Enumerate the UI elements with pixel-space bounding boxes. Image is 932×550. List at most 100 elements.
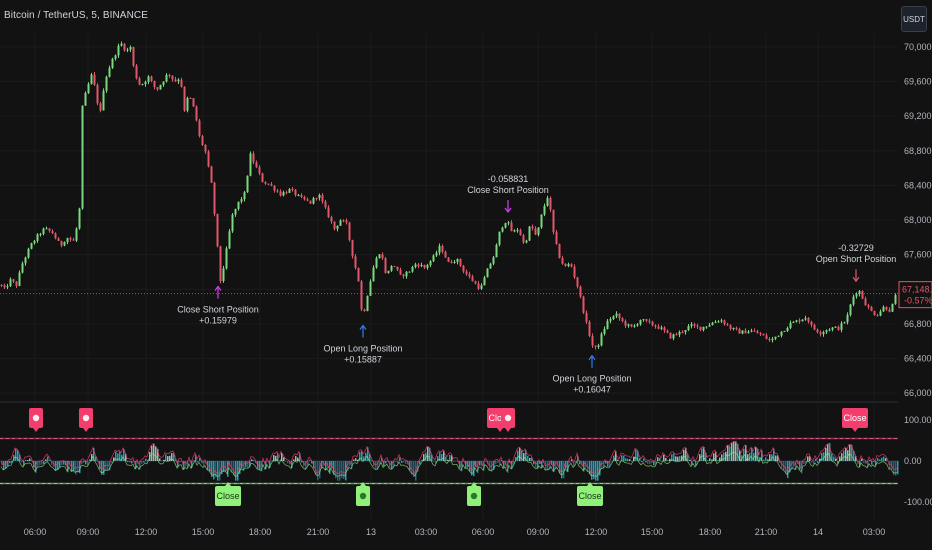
candle-body xyxy=(162,81,165,85)
osc-bar xyxy=(629,459,631,461)
osc-bar xyxy=(817,461,819,463)
osc-bar xyxy=(51,461,53,465)
candle-body xyxy=(444,251,447,258)
osc-bar xyxy=(463,461,465,462)
osc-bar xyxy=(47,456,49,461)
candle-body xyxy=(714,322,717,324)
candle-body xyxy=(780,331,783,336)
time-tick-label: 09:00 xyxy=(527,527,550,537)
osc-bar xyxy=(809,456,811,461)
osc-bar xyxy=(143,461,145,463)
candle-body xyxy=(396,266,399,270)
candle-body xyxy=(135,65,138,79)
candle-body xyxy=(678,331,681,335)
osc-bar xyxy=(301,461,303,463)
osc-bar xyxy=(651,461,653,464)
candle-body xyxy=(99,103,102,111)
tag-pointer xyxy=(471,482,477,486)
osc-bar xyxy=(473,461,475,477)
candle-body xyxy=(213,182,216,214)
candle-body xyxy=(822,332,825,335)
candle-body xyxy=(267,183,270,185)
osc-bar xyxy=(73,461,75,472)
osc-bar xyxy=(649,461,651,465)
osc-bar xyxy=(83,461,85,463)
osc-bar xyxy=(419,461,421,465)
last-price-change: -0.57% xyxy=(904,296,932,306)
candle-body xyxy=(234,208,237,215)
osc-bar xyxy=(575,461,577,463)
candle-body xyxy=(492,257,495,264)
osc-bar xyxy=(765,457,767,461)
candle-body xyxy=(441,245,444,252)
candle-body xyxy=(705,326,708,328)
candle-body xyxy=(474,281,477,284)
osc-bar xyxy=(147,460,149,461)
candle-body xyxy=(294,189,297,196)
osc-bar xyxy=(253,460,255,461)
candle-body xyxy=(858,291,861,294)
candle-body xyxy=(603,328,606,334)
candle-body xyxy=(51,230,54,234)
osc-bar xyxy=(413,461,415,477)
candle-body xyxy=(282,192,285,196)
osc-bar xyxy=(7,461,9,467)
close-tag-label: Close xyxy=(578,491,601,501)
candle-body xyxy=(840,323,843,330)
candle-body xyxy=(510,222,513,232)
osc-bar xyxy=(19,454,21,461)
candle-body xyxy=(720,320,723,322)
osc-bar xyxy=(789,461,791,473)
candle-body xyxy=(144,81,147,85)
osc-bar xyxy=(571,459,573,461)
candle-body xyxy=(549,198,552,210)
candle-body xyxy=(597,345,600,348)
osc-bar xyxy=(879,459,881,461)
osc-bar xyxy=(609,461,611,467)
candle-body xyxy=(552,209,555,233)
osc-bar xyxy=(705,452,707,461)
osc-bar xyxy=(593,461,595,480)
candle-body xyxy=(483,277,486,286)
osc-bar xyxy=(703,446,705,461)
candle-body xyxy=(66,238,69,243)
candle-body xyxy=(513,230,516,232)
candle-body xyxy=(207,151,210,167)
candle-body xyxy=(432,255,435,262)
osc-bar xyxy=(159,458,161,461)
osc-bar xyxy=(757,448,759,461)
osc-bar xyxy=(831,453,833,461)
annotation-label: +0.15887 xyxy=(344,354,382,364)
osc-bar xyxy=(333,461,335,475)
candle-body xyxy=(105,76,108,91)
osc-bar xyxy=(291,461,293,469)
osc-bar xyxy=(839,456,841,461)
osc-bar xyxy=(151,445,153,461)
candle-body xyxy=(888,309,891,312)
osc-bar xyxy=(739,450,741,461)
candle-body xyxy=(870,306,873,312)
candle-body xyxy=(744,330,747,334)
currency-button[interactable]: USDT xyxy=(901,6,927,32)
osc-bar xyxy=(637,450,639,461)
candle-body xyxy=(186,97,189,111)
osc-bar xyxy=(687,454,689,461)
osc-tick-label: 100.00 xyxy=(904,415,932,425)
osc-bar xyxy=(851,444,853,461)
candle-body xyxy=(723,320,726,325)
candle-body xyxy=(273,185,276,191)
candle-body xyxy=(531,226,534,229)
candle-body xyxy=(609,318,612,321)
osc-bar xyxy=(441,453,443,461)
osc-bar xyxy=(657,457,659,461)
trade-annotation: Open Long Position+0.15887 xyxy=(323,324,403,364)
osc-bar xyxy=(191,461,193,468)
price-tick-label: 69,200.00 xyxy=(904,111,932,121)
osc-bar xyxy=(477,461,479,474)
osc-bar xyxy=(785,461,787,474)
osc-bar xyxy=(393,461,395,467)
time-tick-label: 15:00 xyxy=(641,527,664,537)
tag-pointer xyxy=(852,428,858,432)
